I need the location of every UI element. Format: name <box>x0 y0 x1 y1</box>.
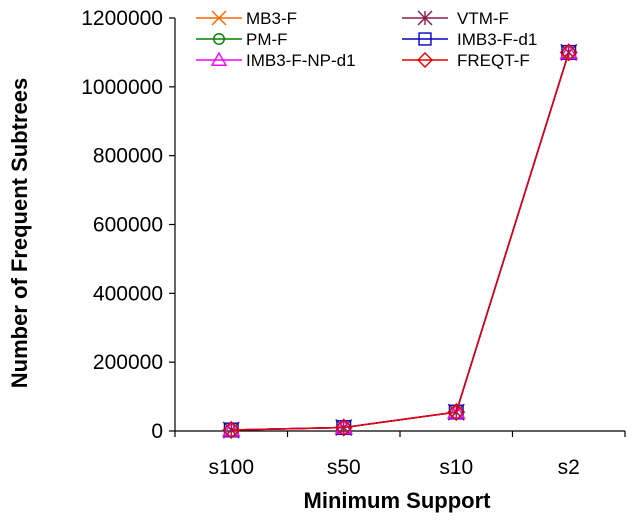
series-layer <box>222 43 578 439</box>
x-ticks: s100 s50 s10 s2 <box>174 431 626 479</box>
series-vtm-f <box>222 43 578 439</box>
data-point <box>222 420 241 437</box>
legend-item: IMB3-F-d1 <box>402 30 537 49</box>
y-ticks: 0 200000 400000 600000 800000 1000000 1200000 <box>81 7 175 443</box>
y-tick-label: 600000 <box>93 214 163 237</box>
x-tick-label: s10 <box>439 456 473 479</box>
series-pm-f <box>224 45 576 437</box>
series-line <box>231 52 570 431</box>
legend-label: MB3-F <box>246 9 297 28</box>
series-freqt-f <box>222 43 578 439</box>
legend-label: PM-F <box>246 30 288 49</box>
data-point <box>211 10 227 26</box>
legend-item: PM-F <box>196 30 288 49</box>
series-imb3-f-d1 <box>223 44 577 438</box>
y-tick-label: 400000 <box>93 282 163 305</box>
x-tick-label: s2 <box>558 456 580 479</box>
y-tick-label: 1200000 <box>81 7 163 30</box>
data-point <box>210 51 228 66</box>
legend-item: FREQT-F <box>402 51 530 70</box>
series-line <box>231 52 570 431</box>
y-tick-label: 1000000 <box>81 76 163 99</box>
x-axis-title: Minimum Support <box>304 488 492 513</box>
legend-item: VTM-F <box>402 9 509 28</box>
data-point <box>418 32 432 46</box>
legend-label: FREQT-F <box>457 51 530 70</box>
series-line <box>231 52 570 431</box>
series-line <box>231 52 570 431</box>
axes <box>174 18 625 432</box>
data-point <box>559 43 578 60</box>
legend-item: IMB3-F-NP-d1 <box>196 51 356 70</box>
series-line <box>231 52 570 431</box>
series-mb3-f <box>222 43 578 439</box>
data-point <box>417 52 433 68</box>
legend-label: VTM-F <box>457 9 509 28</box>
data-point <box>213 33 225 45</box>
y-tick-label: 800000 <box>93 145 163 168</box>
data-point <box>417 10 433 26</box>
legend: MB3-F VTM-F PM-F IMB3-F-d1 IMB3-F-NP-d1 FREQT… <box>196 9 537 70</box>
data-point <box>447 403 466 422</box>
series-imb3-f-np-d1 <box>222 43 578 437</box>
data-point <box>334 418 353 437</box>
data-point <box>559 43 578 62</box>
legend-item: MB3-F <box>196 9 297 28</box>
legend-label: IMB3-F-d1 <box>457 30 537 49</box>
legend-label: IMB3-F-NP-d1 <box>246 51 356 70</box>
y-tick-label: 0 <box>151 420 163 443</box>
y-tick-label: 200000 <box>93 351 163 374</box>
series-line <box>231 52 570 431</box>
x-tick-label: s50 <box>327 456 361 479</box>
x-tick-label: s100 <box>208 456 254 479</box>
data-point <box>447 402 466 419</box>
data-point <box>222 420 241 439</box>
y-axis-title: Number of Frequent Subtrees <box>7 78 32 388</box>
